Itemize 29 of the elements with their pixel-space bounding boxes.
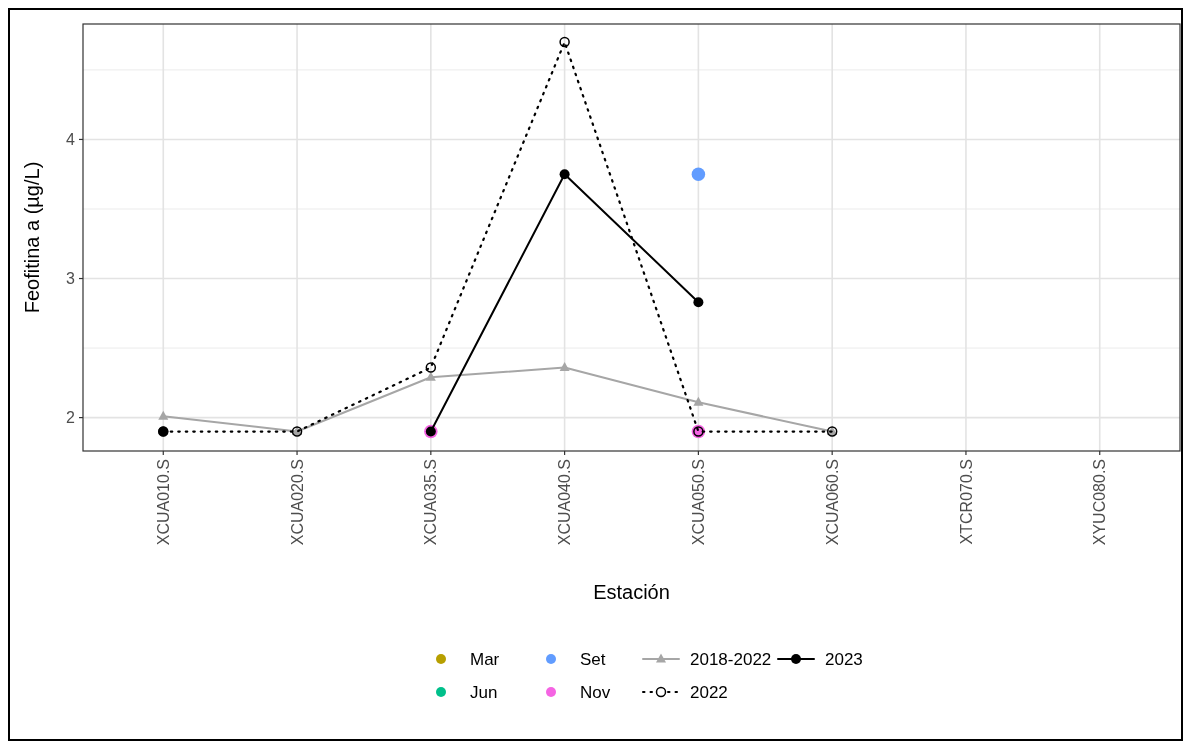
x-tick-label: XCUA040.S — [556, 459, 574, 546]
x-tick-label: XCUA020.S — [288, 459, 306, 546]
x-tick-label: XCUA035.S — [422, 459, 440, 546]
x-tick-label: XCUA010.S — [154, 459, 172, 546]
x-tick-label: XCUA060.S — [823, 459, 841, 546]
legend-label: Set — [580, 649, 606, 669]
legend-label: Mar — [470, 649, 500, 669]
point — [425, 371, 436, 381]
legend-label: 2022 — [690, 682, 728, 702]
x-tick-label: XTCR070.S — [957, 459, 975, 545]
point — [425, 362, 437, 373]
y-tick-label: 3 — [66, 270, 76, 288]
legend-label: Jun — [470, 682, 498, 702]
point — [158, 410, 169, 420]
legend-label: 2023 — [825, 649, 863, 669]
point — [559, 36, 570, 48]
point — [693, 396, 704, 406]
legend-label: 2018-2022 — [690, 649, 772, 669]
legend-label: Nov — [580, 682, 611, 702]
y-axis-title: Feofitina a (µg/L) — [21, 161, 43, 314]
point — [693, 297, 704, 308]
x-tick-label: XYUC080.S — [1091, 459, 1109, 546]
y-tick-label: 4 — [66, 131, 76, 149]
point — [559, 169, 570, 180]
point — [691, 167, 706, 181]
x-axis-title: Estación — [593, 581, 670, 603]
point — [559, 362, 570, 372]
y-tick-label: 2 — [66, 409, 76, 427]
x-tick-label: XCUA050.S — [689, 459, 707, 546]
